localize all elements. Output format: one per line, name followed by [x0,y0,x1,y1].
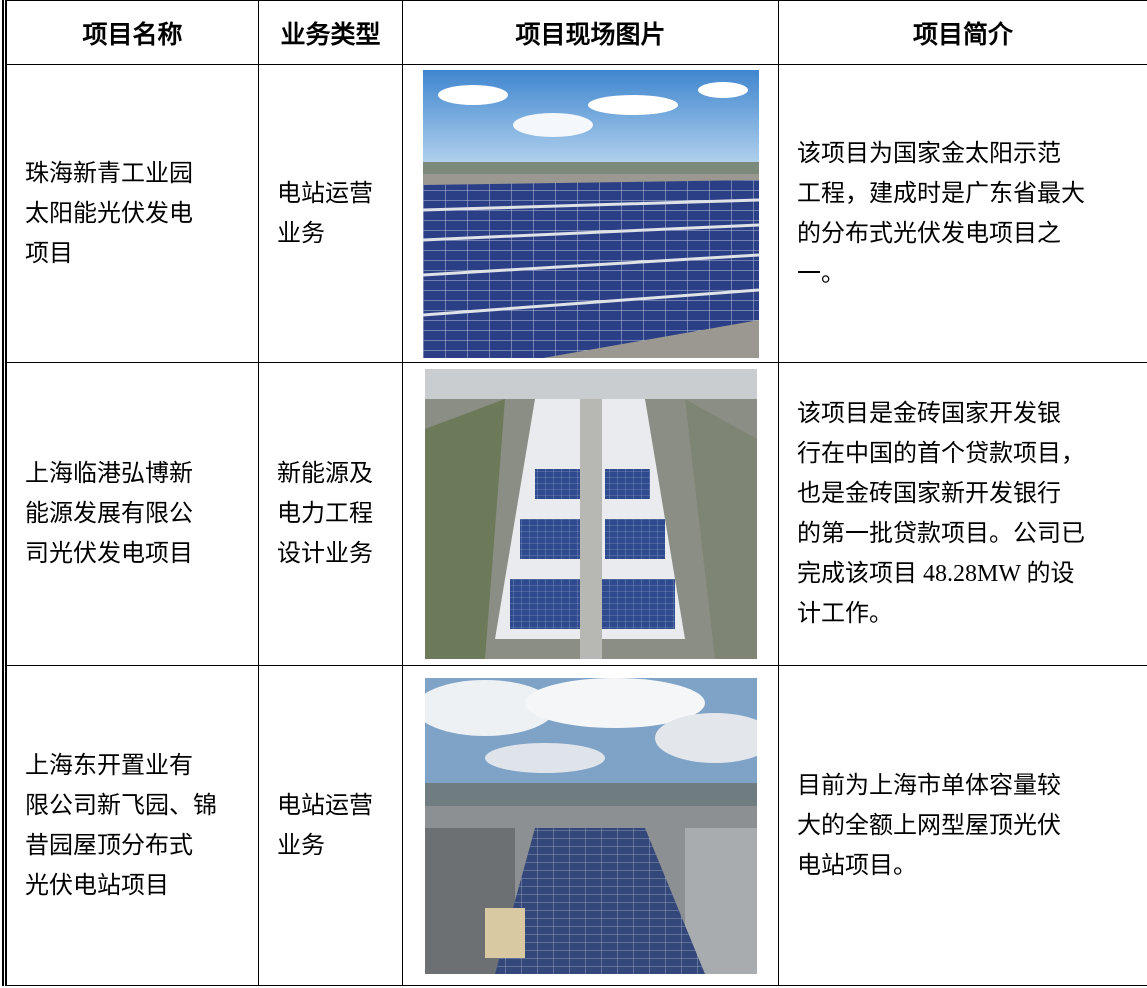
text-line: 上海临港弘博新 [25,461,193,487]
header-cell: 项目名称 [2,0,259,65]
text-line: 一。 [797,260,845,287]
text-line: 限公司新飞园、锦 [25,792,217,819]
row: 上海临港弘博新 能源发展有限公 司光伏发电项目 新能源及电力工程设计业务 该项目是金… [2,362,1147,666]
text-line: 业务 [277,832,325,859]
site-photo [424,369,757,659]
name-cell: 上海东开置业有 限公司新飞园、锦 昔园屋顶分布式 光伏电站项目 [2,665,259,986]
intro-cell: 该项目为国家金太阳示范 工程，建成时是广东省最大 的分布式光伏发电项目之 一。 [778,64,1147,363]
text-line: 电站项目。 [797,852,917,879]
header-cell: 项目现场图片 [402,0,779,65]
text-line: 电站运营 [277,792,373,819]
text-line: 行在中国的首个贷款项目， [797,441,1085,467]
text-line: 该项目为国家金太阳示范 [797,140,1061,167]
type-cell: 电站运营 业务 [258,64,403,363]
header-row: 项目名称 业务类型 项目现场图片 项目简介 [2,0,1147,65]
photo-cell [402,362,779,666]
text-line: 司光伏发电项目 [25,541,193,567]
text-line: 的第一批贷款项目。公司已 [797,521,1085,547]
site-photo [424,677,757,974]
text-line: 电力工程 [277,501,373,527]
text-line: 计工作。 [797,601,893,627]
text-line: 项目 [25,240,73,267]
text-line: 新能源及 [277,461,373,487]
site-photo [422,69,759,358]
intro-cell: 该项目是金砖国家开发银 行在中国的首个贷款项目， 也是金砖国家新开发银行 的第一批贷款… [778,362,1147,666]
text-line: 设计业务 [277,541,373,567]
text-line: 目前为上海市单体容量较 [797,772,1061,799]
name-cell: 珠海新青工业园 太阳能光伏发电 项目 [2,64,259,363]
text-line: 太阳能光伏发电 [25,200,193,227]
text-line: 完成该项目 48.28MW 的设 [797,561,1075,587]
name-cell: 上海临港弘博新 能源发展有限公 司光伏发电项目 [2,362,259,666]
photo-cell [402,665,779,986]
text-line: 该项目是金砖国家开发银 [797,401,1061,427]
text-line: 上海东开置业有 [25,752,193,779]
header-cell: 项目简介 [778,0,1147,65]
text-line: 昔园屋顶分布式 [25,832,193,859]
intro-cell: 目前为上海市单体容量较 大的全额上网型屋顶光伏 电站项目。 [778,665,1147,986]
row: 珠海新青工业园 太阳能光伏发电 项目 电站运营业务 该项目为国家金太阳示范 工程，建成… [2,64,1147,363]
text-line: 工程，建成时是广东省最大 [797,180,1085,207]
type-cell: 新能源及电力工程设计业务 [258,362,403,666]
text-line: 能源发展有限公 [25,501,193,527]
photo-cell [402,64,779,363]
row: 上海东开置业有 限公司新飞园、锦 昔园屋顶分布式 光伏电站项目 电站运营业务 目前为上… [2,665,1147,986]
type-cell: 电站运营 业务 [258,665,403,986]
header-cell: 业务类型 [258,0,403,65]
text-line: 业务 [277,220,325,247]
text-line: 的分布式光伏发电项目之 [797,220,1061,247]
text-line: 电站运营 [277,180,373,207]
text-line: 也是金砖国家新开发银行 [797,481,1061,507]
text-line: 大的全额上网型屋顶光伏 [797,812,1061,839]
text-line: 光伏电站项目 [25,872,169,899]
text-line: 珠海新青工业园 [25,160,193,187]
